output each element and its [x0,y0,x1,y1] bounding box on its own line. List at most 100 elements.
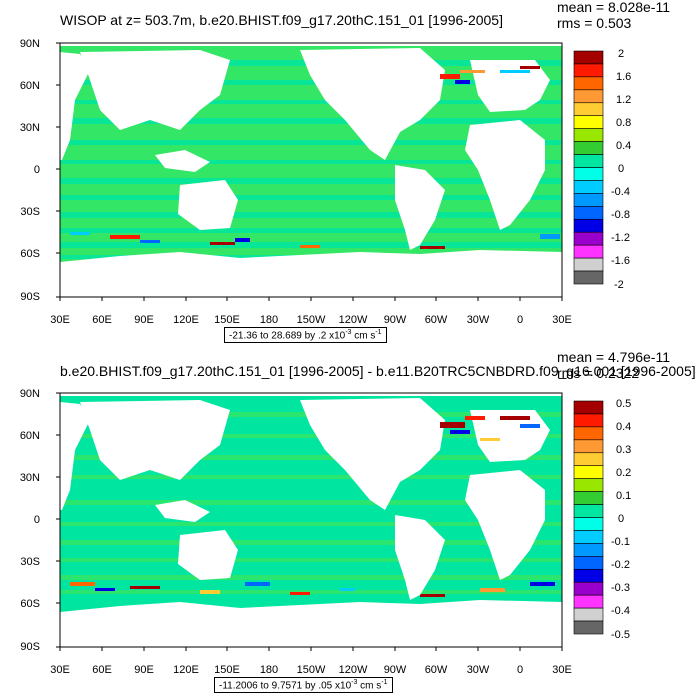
colorbar-swatch [573,231,604,246]
colorbar-swatch [573,400,604,415]
colorbar-swatch [573,218,604,233]
panel2-title: b.e20.BHIST.f09_g17.20thC.151_01 [1996-2… [60,363,696,379]
colorbar-swatch [573,141,604,155]
panel1-rms: rms = 0.503 [557,15,632,31]
panel2-lat-label: 60N [20,430,40,442]
colorbar-swatch [573,491,604,505]
panel1-colorbar-label: 1.2 [616,94,631,106]
panel2-axis-ticks [56,392,563,651]
panel2-colorbar-label: -0.4 [611,605,630,617]
panel1-lon-label: 180 [260,314,278,326]
colorbar-swatch [573,504,604,518]
colorbar-swatch [573,594,604,609]
panel2-lat-label: 30S [20,556,40,568]
panel1-mean: mean = 8.028e-11 [557,0,670,15]
colorbar-swatch [573,50,604,65]
panel2-lon-label: 60W [425,664,448,676]
panel2-colorbar-label: 0.1 [616,490,631,502]
panel2-map-figure: 90N 60N 30N 0 30S 60S 90S 30E 60E 90E 12… [20,388,631,676]
panel2-colorbar-label: -0.3 [611,582,630,594]
colorbar-swatch [573,530,604,544]
panel1-colorbar-label: -0.4 [611,186,630,198]
panel2-lat-label: 60S [20,598,40,610]
colorbar-swatch [573,63,604,78]
panel1-lon-label: 30E [552,314,572,326]
colorbar-swatch [573,76,604,91]
panel1-lon-label: 120W [339,314,368,326]
panel2-lon-label: 30W [467,664,490,676]
panel1-lat-label: 30N [20,122,40,134]
panel1-map-figure: 90N 60N 30N 0 30S 60S 90S 30E 60E 90E 12… [20,38,631,326]
panel1-lat-label: 0 [34,164,40,176]
panel1-title: WISOP at z= 503.7m, b.e20.BHIST.f09_g17.… [60,12,503,28]
panel2-colorbar-label: -0.5 [611,629,630,641]
colorbar-swatch [573,206,604,220]
panel2-lon-label: 30E [50,664,70,676]
colorbar-swatch [573,180,604,194]
colorbar-swatch [573,452,604,467]
panel2-lat-label: 90S [20,641,40,653]
colorbar-swatch [573,517,604,531]
colorbar-swatch [573,426,604,441]
panel1-lat-label: 30S [20,206,40,218]
colorbar-swatch [573,607,604,622]
panel2-colorbar [573,400,604,635]
panel2-lon-label: 180 [260,664,278,676]
panel1-lon-label: 90E [134,314,154,326]
colorbar-swatch [573,465,604,479]
colorbar-swatch [573,193,604,207]
panel2-rms: rms = 0.2322 [557,365,640,381]
panel1-colorbar-label: 0 [618,163,624,175]
panel2-colorbar-label: 0.3 [616,444,631,456]
panel2-lat-label: 30N [20,472,40,484]
panel1-lon-label: 120E [173,314,199,326]
panel1-colorbar-label: -2 [614,279,624,291]
panel2-range-text: -11.2006 to 9.7571 by .05 x10 [219,680,352,692]
panel1-colorbar-label: 2 [618,48,624,60]
panel2-lat-label: 90N [20,388,40,400]
colorbar-swatch [573,102,604,117]
panel1-range-box: -21.36 to 28.689 by .2 x10-3 cm s-1 [224,327,387,344]
panel2-colorbar-label: -0.2 [611,559,630,571]
panel1-lat-label: 60S [20,248,40,260]
panel1-range-unit-exp: -1 [375,329,382,336]
colorbar-swatch [573,568,604,583]
panel1-lon-label: 90W [384,314,407,326]
colorbar-swatch [573,154,604,168]
panel1-colorbar-label: 1.6 [616,71,631,83]
colorbar-swatch [573,115,604,129]
panel2-lon-label: 60E [92,664,112,676]
panel2-lon-label: 150E [214,664,240,676]
panel2-colorbar-label: 0.5 [616,398,631,410]
panel2-lon-label: 120E [173,664,199,676]
panel2-lon-label: 90E [134,664,154,676]
panel1-lat-label: 90S [20,291,40,303]
panel1-colorbar-label: 0.8 [616,117,631,129]
panel1-colorbar-label: -1.6 [611,255,630,267]
panel1-lat-label: 60N [20,80,40,92]
colorbar-swatch [573,128,604,142]
colorbar-swatch [573,270,604,285]
panel2-lon-label: 0 [517,664,523,676]
panel2-field [60,393,562,647]
colorbar-swatch [573,244,604,259]
colorbar-swatch [573,413,604,428]
colorbar-swatch [573,556,604,570]
panel2-colorbar-label: 0.2 [616,467,631,479]
panel2-range-unit-exp: -1 [381,679,388,686]
panel1-field [60,43,562,297]
panel2-lon-label: 90W [384,664,407,676]
panel1-range-unit: cm s [351,330,376,342]
colorbar-swatch [573,257,604,272]
panel1-lon-label: 150E [214,314,240,326]
panel1-range-text: -21.36 to 28.689 by .2 x10 [229,330,346,342]
panel2-lat-label: 0 [34,514,40,526]
colorbar-swatch [573,581,604,596]
panel1-lon-label: 0 [517,314,523,326]
panel1-lon-label: 60W [425,314,448,326]
panel2-mean: mean = 4.796e-11 [557,349,670,365]
panel1-range-exp: -3 [345,329,352,336]
panel1-colorbar-label: -1.2 [611,232,630,244]
panel1-lon-label: 30W [467,314,490,326]
panel2-colorbar-label: 0 [618,513,624,525]
